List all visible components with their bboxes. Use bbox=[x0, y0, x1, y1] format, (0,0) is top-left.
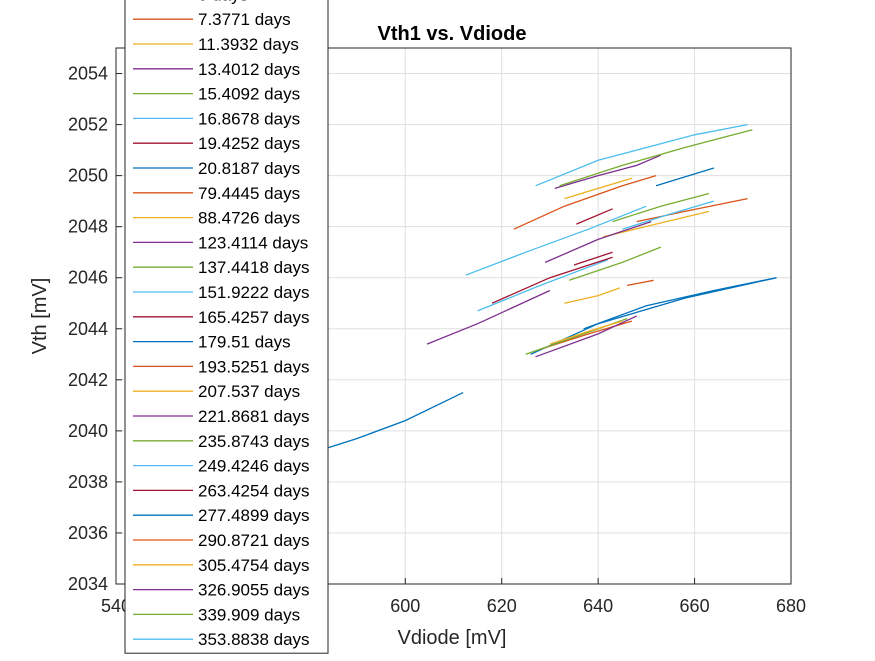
legend-entry: 290.8721 days bbox=[198, 531, 310, 550]
legend-entry: 249.4246 days bbox=[198, 457, 310, 476]
legend-entry: 13.4012 days bbox=[198, 60, 300, 79]
legend-entry: 16.8678 days bbox=[198, 109, 300, 128]
y-tick-label: 2052 bbox=[68, 115, 108, 135]
series-line bbox=[535, 123, 748, 187]
x-tick-label: 600 bbox=[390, 596, 420, 616]
series-line bbox=[554, 154, 662, 190]
y-tick-label: 2034 bbox=[68, 574, 108, 594]
series-line bbox=[626, 279, 654, 287]
legend: 0 days 7.3771 days 11.3932 days 13.4012 day… bbox=[124, 0, 329, 654]
legend-entry: 193.5251 days bbox=[198, 357, 310, 376]
legend-entry: 221.8681 days bbox=[198, 407, 310, 426]
series-line bbox=[655, 167, 715, 187]
legend-entry: 15.4092 days bbox=[198, 85, 300, 104]
legend-entry: 137.4418 days bbox=[198, 258, 310, 277]
series-line bbox=[576, 208, 613, 225]
legend-entry: 11.3932 days bbox=[198, 35, 299, 54]
legend-entry: 151.9222 days bbox=[198, 283, 310, 302]
legend-entry: 207.537 days bbox=[198, 382, 300, 401]
legend-entry: 20.8187 days bbox=[198, 159, 300, 178]
series-line bbox=[465, 205, 647, 276]
legend-box bbox=[124, 0, 329, 654]
series-line bbox=[612, 192, 710, 223]
legend-entry: 19.4252 days bbox=[198, 134, 300, 153]
series-line bbox=[491, 256, 613, 304]
x-tick-label: 540 bbox=[101, 596, 131, 616]
series-line bbox=[573, 251, 613, 266]
legend-entry: 7.3771 days bbox=[198, 10, 291, 29]
y-axis-label: Vth [mV] bbox=[29, 278, 51, 355]
legend-entry: 123.4114 days bbox=[198, 233, 308, 252]
y-tick-label: 2048 bbox=[68, 217, 108, 237]
legend-entry: 277.4899 days bbox=[198, 506, 310, 525]
legend-entry: 353.8838 days bbox=[198, 630, 310, 649]
y-tick-label: 2054 bbox=[68, 64, 108, 84]
legend-entry: 235.8743 days bbox=[198, 432, 310, 451]
axes-box bbox=[115, 47, 792, 585]
series-line bbox=[477, 259, 609, 312]
x-axis-label: Vdiode [mV] bbox=[398, 627, 507, 649]
legend-entry: 305.4754 days bbox=[198, 556, 310, 575]
series-line bbox=[426, 289, 551, 345]
legend-entry: 179.51 days bbox=[198, 333, 291, 352]
y-tick-label: 2038 bbox=[68, 472, 108, 492]
x-tick-label: 660 bbox=[680, 596, 710, 616]
series-line bbox=[535, 315, 637, 358]
y-tick-label: 2042 bbox=[68, 370, 108, 390]
x-tick-label: 640 bbox=[583, 596, 613, 616]
y-tick-label: 2050 bbox=[68, 166, 108, 186]
y-tick-label: 2036 bbox=[68, 523, 108, 543]
series-line bbox=[544, 220, 652, 263]
legend-entry: 263.4254 days bbox=[198, 481, 310, 500]
series-line bbox=[583, 277, 777, 330]
series-line bbox=[602, 210, 710, 238]
legend-entry: 326.9055 days bbox=[198, 581, 310, 600]
legend-entry: 79.4445 days bbox=[198, 184, 300, 203]
legend-entry: 165.4257 days bbox=[198, 308, 310, 327]
series-line bbox=[568, 246, 662, 281]
series-line bbox=[564, 287, 621, 304]
legend-entry: 0 days bbox=[198, 0, 248, 4]
y-tick-label: 2040 bbox=[68, 421, 108, 441]
series-line bbox=[559, 129, 753, 187]
series-line bbox=[549, 320, 623, 345]
legend-entry: 339.909 days bbox=[198, 605, 300, 624]
chart-title: Vth1 vs. Vdiode bbox=[378, 23, 527, 45]
series-line bbox=[564, 177, 633, 200]
legend-entry: 88.4726 days bbox=[198, 209, 300, 228]
series-line bbox=[513, 174, 657, 230]
x-tick-label: 680 bbox=[776, 596, 806, 616]
y-tick-label: 2044 bbox=[68, 319, 108, 339]
series-line bbox=[636, 197, 748, 223]
x-tick-label: 620 bbox=[487, 596, 517, 616]
y-tick-label: 2046 bbox=[68, 268, 108, 288]
series-line bbox=[622, 200, 715, 230]
